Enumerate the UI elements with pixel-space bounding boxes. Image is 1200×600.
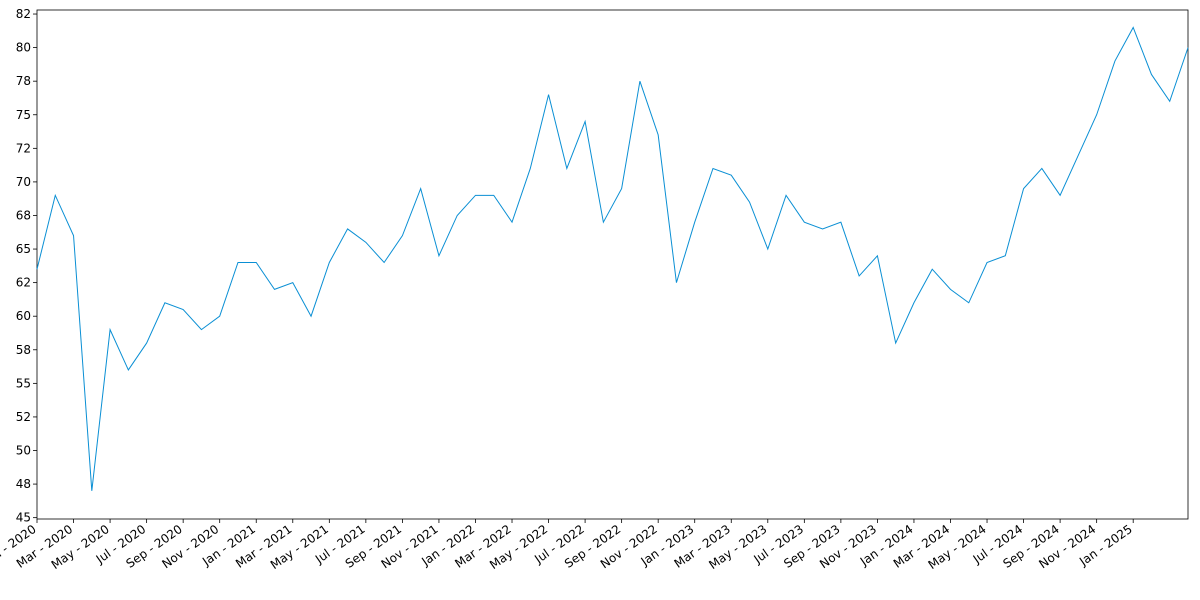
y-tick-label: 55 xyxy=(16,376,31,390)
y-tick-label: 52 xyxy=(16,410,31,424)
y-tick-label: 62 xyxy=(16,276,31,290)
y-tick-label: 45 xyxy=(16,511,31,525)
data-line xyxy=(36,26,1189,491)
y-tick-label: 58 xyxy=(16,343,31,357)
y-tick-label: 65 xyxy=(16,242,31,256)
y-tick-label: 50 xyxy=(16,444,31,458)
y-tick-label: 82 xyxy=(16,7,31,21)
y-tick-label: 68 xyxy=(16,208,31,222)
y-tick-label: 80 xyxy=(16,41,31,55)
y-tick-label: 75 xyxy=(16,108,31,122)
y-tick-label: 78 xyxy=(16,74,31,88)
y-tick-label: 60 xyxy=(16,309,31,323)
y-tick-label: 72 xyxy=(16,141,31,155)
y-tick-label: 48 xyxy=(16,477,31,491)
plot-frame xyxy=(36,9,1189,520)
y-tick-label: 70 xyxy=(16,175,31,189)
